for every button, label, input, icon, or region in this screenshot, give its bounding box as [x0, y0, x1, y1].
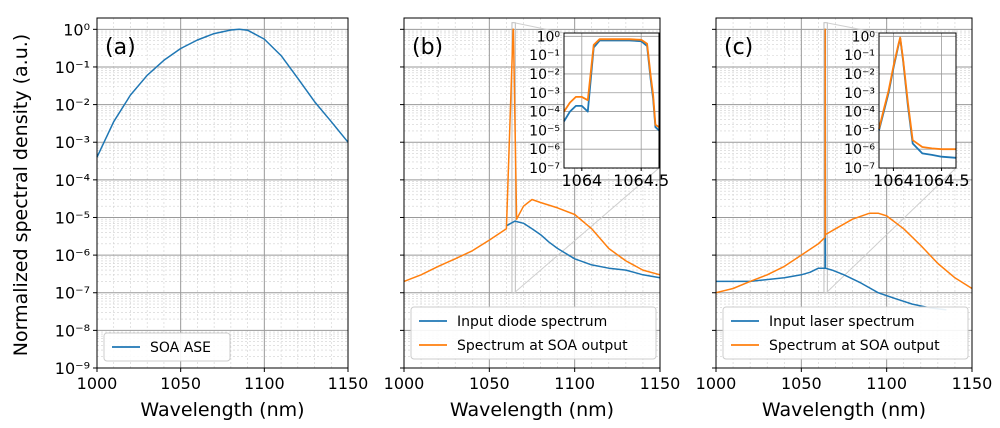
zoom-connector	[825, 167, 957, 294]
inset-y-tick-label: 10⁰	[852, 29, 876, 45]
inset-x-tick-label: 1064.5	[914, 171, 970, 190]
inset-y-tick-label: 10⁻⁷	[529, 161, 560, 177]
series-line-1	[716, 28, 947, 311]
legend-entry: Input laser spectrum	[769, 314, 915, 330]
legend-entry: SOA ASE	[150, 340, 211, 356]
series-line-2	[715, 28, 973, 294]
series-line-1	[96, 28, 349, 158]
panel-c: 1000 1050 1100 1150(c)Wavelength (nm)10⁻⁷10…	[696, 17, 993, 421]
inset-y-tick-label: 10⁻¹	[529, 48, 560, 64]
inset-y-tick-label: 10⁻⁴	[529, 105, 560, 121]
inset-y-tick-label: 10⁻⁷	[844, 161, 875, 177]
y-tick-label: 10⁻⁷	[55, 284, 90, 303]
inset-axes: 10⁻⁷ 10⁻⁶ 10⁻⁵ 10⁻⁴ 10⁻³ 10⁻² 10⁻¹ 10⁰ 1064 1064.…	[529, 29, 669, 190]
zoom-connector	[514, 167, 660, 294]
inset-y-tick-label: 10⁻¹	[844, 48, 875, 64]
y-axis-label: Normalized spectral density (a.u.)	[10, 34, 32, 356]
inset-series-line-2	[878, 36, 956, 151]
inset-background	[564, 33, 659, 168]
zoom-region	[823, 22, 828, 294]
inset-x-tick-label: 1064.5	[613, 171, 669, 190]
axes-frame	[403, 17, 661, 369]
inset-y-tick-label: 10⁰	[537, 29, 561, 45]
legend: SOA ASE	[103, 332, 231, 362]
zoom-connector	[826, 22, 880, 34]
x-axis-label: Wavelength (nm)	[450, 399, 614, 421]
series-line-2	[403, 28, 661, 283]
series-line-1	[506, 220, 661, 279]
panel-b: 1000 1050 1100 1150(b)Wavelength (nm)10⁻⁷10…	[384, 17, 681, 421]
legend-box	[103, 332, 231, 362]
inset-y-tick-label: 10⁻⁶	[844, 142, 875, 158]
x-tick-label: 1100	[554, 374, 595, 393]
axes-frame	[96, 17, 349, 369]
inset-y-tick-label: 10⁻³	[844, 86, 875, 102]
y-tick-label: 10⁻⁸	[55, 321, 90, 340]
y-tick-label: 10⁻³	[55, 133, 90, 152]
x-tick-label: 1050	[469, 374, 510, 393]
inset-y-tick-label: 10⁻⁶	[529, 142, 560, 158]
x-axis-label: Wavelength (nm)	[762, 399, 926, 421]
x-tick-label: 1050	[781, 374, 822, 393]
inset-x-tick-label: 1064	[561, 171, 602, 190]
legend-entry: Spectrum at SOA output	[769, 338, 940, 354]
y-tick-label: 10⁻⁴	[55, 171, 90, 190]
panel-label: (b)	[412, 35, 443, 60]
legend-box	[410, 306, 657, 360]
panel-label: (a)	[105, 35, 136, 60]
inset-y-tick-label: 10⁻³	[529, 86, 560, 102]
inset-series-line-2	[563, 38, 660, 128]
y-tick-label: 10⁻⁹	[55, 359, 90, 378]
inset-y-tick-label: 10⁻²	[844, 67, 875, 83]
inset-frame	[563, 32, 660, 169]
x-tick-label: 1150	[328, 374, 369, 393]
legend-entry: Input diode spectrum	[457, 314, 607, 330]
x-tick-label: 1150	[640, 374, 681, 393]
inset-x-tick-label: 1064	[873, 171, 914, 190]
x-tick-label: 1100	[866, 374, 907, 393]
y-tick-label: 10⁻⁶	[55, 246, 90, 265]
y-tick-label: 10⁻²	[55, 96, 90, 115]
y-tick-label: 10⁻⁵	[55, 208, 90, 227]
x-tick-label: 1000	[696, 374, 737, 393]
axes-frame	[715, 17, 973, 369]
inset-axes: 10⁻⁷ 10⁻⁶ 10⁻⁵ 10⁻⁴ 10⁻³ 10⁻² 10⁻¹ 10⁰ 1064 1064.…	[844, 29, 969, 190]
x-axis-label: Wavelength (nm)	[140, 399, 304, 421]
x-tick-label: 1000	[384, 374, 425, 393]
legend-entry: Spectrum at SOA output	[457, 338, 628, 354]
x-tick-label: 1050	[160, 374, 201, 393]
legend: Input diode spectrum Spectrum at SOA outp…	[410, 306, 657, 360]
inset-y-tick-label: 10⁻⁵	[844, 123, 875, 139]
panel-label: (c)	[724, 35, 753, 60]
panel-a: 10⁻⁹ 10⁻⁸ 10⁻⁷ 10⁻⁶ 10⁻⁵ 10⁻⁴ 10⁻³ 10⁻² 10⁻¹ 10⁰ 1…	[55, 17, 369, 421]
x-tick-label: 1000	[77, 374, 118, 393]
inset-y-tick-label: 10⁻⁵	[529, 123, 560, 139]
legend: Input laser spectrum Spectrum at SOA outp…	[722, 306, 969, 360]
y-tick-label: 10⁰	[63, 20, 90, 39]
y-tick-label: 10⁻¹	[55, 58, 90, 77]
legend-box	[722, 306, 969, 360]
inset-y-tick-label: 10⁻⁴	[844, 105, 875, 121]
x-tick-label: 1100	[244, 374, 285, 393]
inset-y-tick-label: 10⁻²	[529, 67, 560, 83]
inset-frame	[878, 32, 957, 169]
zoom-connector	[514, 22, 565, 34]
x-tick-label: 1150	[952, 374, 993, 393]
